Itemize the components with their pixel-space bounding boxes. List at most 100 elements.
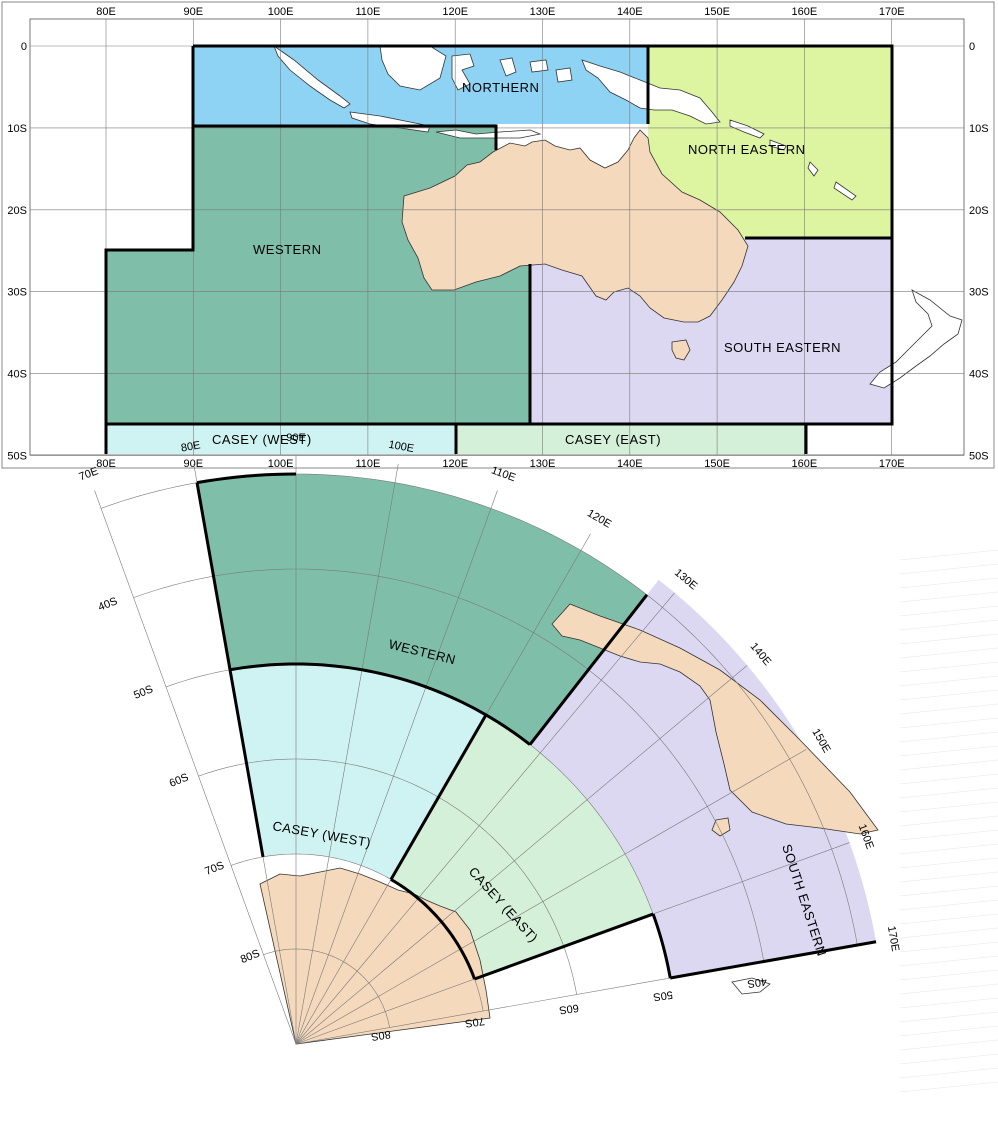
lon-label: 160E	[792, 458, 818, 470]
bm-lon-label: 130E	[672, 567, 699, 593]
lon-label: 90E	[184, 6, 204, 18]
hatch-line	[899, 1053, 998, 1065]
bm-parallel	[263, 948, 390, 1028]
lon-label: 110E	[355, 6, 380, 18]
lesser-sundas	[435, 129, 542, 139]
label-western: WESTERN	[253, 242, 322, 257]
antarctic-coast-small	[731, 977, 771, 995]
label-casey-east: CASEY (EAST)	[565, 432, 661, 447]
lat-label: 50S	[7, 451, 27, 463]
lon-label: 100E	[268, 6, 294, 18]
lon-label: 100E	[268, 458, 294, 470]
lat-label: 30S	[7, 287, 27, 299]
lon-label: 80E	[96, 458, 116, 470]
lat-label: 40S	[7, 369, 27, 381]
hatch-line	[899, 815, 998, 827]
hatch-line	[899, 941, 998, 953]
hatch-line	[899, 787, 998, 799]
bm-lat-label: 80S	[239, 948, 262, 966]
bm-lat-label: 80S	[370, 1028, 391, 1043]
borneo	[379, 45, 447, 91]
new-zealand	[869, 289, 963, 389]
bottom-map-hatch	[899, 549, 998, 1093]
bm-bound-128e	[528, 593, 649, 746]
bm-lat-label: 60S	[558, 1001, 579, 1016]
lat-label: 0	[21, 41, 27, 53]
lon-label: 80E	[96, 6, 116, 18]
lon-label: 140E	[617, 6, 643, 18]
new-guinea	[581, 59, 721, 125]
hatch-line	[899, 899, 998, 911]
moluccas	[499, 57, 573, 83]
bm-lat-label: 70S	[203, 859, 226, 877]
hatch-line	[899, 1039, 998, 1051]
hatch-line	[899, 717, 998, 729]
bm-parallel	[133, 568, 765, 962]
bm-lat-label: 70S	[464, 1015, 485, 1030]
hatch-line	[899, 549, 998, 561]
lon-label: 170E	[879, 6, 905, 18]
lon-label: 130E	[530, 6, 556, 18]
australia-landmass	[401, 129, 749, 323]
hatch-line	[899, 591, 998, 603]
hatch-line	[899, 1081, 998, 1093]
bm-lat-label: 60S	[168, 771, 191, 789]
bm-lon-label: 70E	[77, 465, 100, 483]
bm-bound-160e	[474, 912, 654, 981]
bm-lat-label: 50S	[652, 988, 673, 1003]
sulawesi	[451, 53, 475, 91]
hatch-line	[899, 829, 998, 841]
bm-lon-label: 90E	[286, 432, 306, 444]
bm-meridian	[295, 665, 748, 1045]
top-lat-labels-right: 0 10S 20S 30S 40S 50S	[969, 41, 989, 463]
lon-label: 120E	[442, 458, 468, 470]
hatch-line	[899, 661, 998, 673]
hatch-line	[899, 745, 998, 757]
region-boundaries	[104, 44, 894, 454]
hatch-line	[899, 563, 998, 575]
hatch-line	[899, 633, 998, 645]
lon-label: 130E	[530, 458, 556, 470]
hatch-line	[899, 871, 998, 883]
hatch-line	[899, 885, 998, 897]
hatch-line	[899, 955, 998, 967]
top-map: 80E 90E 100E 110E 120E 130E 140E 150E 160E 170E 8…	[1, 1, 995, 470]
hatch-line	[899, 647, 998, 659]
bm-meridian	[295, 463, 399, 1045]
bm-meridian	[295, 592, 675, 1045]
lon-label: 170E	[879, 458, 905, 470]
hatch-line	[899, 605, 998, 617]
hatch-line	[899, 857, 998, 869]
lat-label: 10S	[7, 123, 27, 135]
top-lon-labels-bottom: 80E 90E 100E 110E 120E 130E 140E 150E 160E 170E	[96, 458, 904, 470]
hatch-line	[899, 843, 998, 855]
bm-lon-label: 120E	[585, 507, 613, 530]
bm-meridian	[295, 490, 498, 1045]
sumatra	[273, 44, 351, 109]
bm-lon-label: 100E	[388, 439, 415, 455]
hatch-line	[899, 759, 998, 771]
bm-region-western	[197, 474, 647, 745]
bm-lat-label: 40S	[747, 975, 768, 990]
lon-label: 90E	[184, 458, 204, 470]
bm-bound-170e	[669, 940, 877, 980]
lat-label: 20S	[969, 205, 989, 217]
solomon-islands	[729, 119, 787, 151]
hatch-line	[899, 773, 998, 785]
bm-lat-label: 40S	[97, 595, 120, 613]
bm-lat-label: 50S	[132, 683, 155, 701]
lon-label: 120E	[442, 6, 468, 18]
lat-label: 50S	[969, 451, 989, 463]
region-casey-east	[456, 424, 806, 454]
lat-label: 20S	[7, 205, 27, 217]
bm-lon-label: 150E	[809, 727, 832, 755]
hatch-line	[899, 969, 998, 981]
lat-label: 40S	[969, 369, 989, 381]
lon-label: 150E	[704, 6, 730, 18]
hatch-line	[899, 1067, 998, 1079]
bottom-map-fan: 70E80E90E100E110E120E130E140E150E160E170…	[77, 432, 901, 1045]
hatch-line	[899, 801, 998, 813]
hatch-line	[899, 1011, 998, 1023]
tasmania	[671, 339, 691, 361]
